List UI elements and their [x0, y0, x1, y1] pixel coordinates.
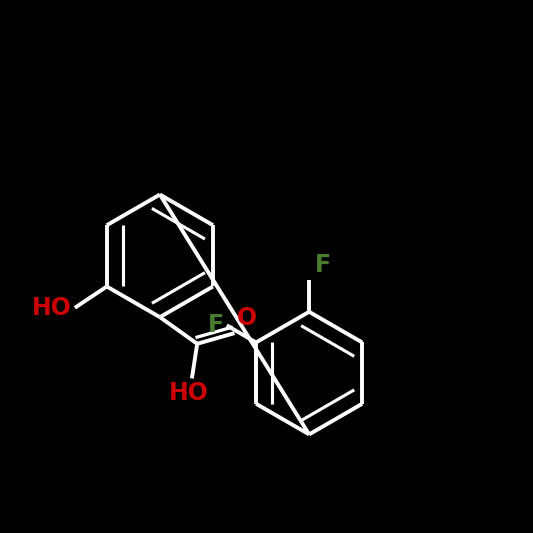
Text: F: F	[314, 253, 330, 277]
Text: F: F	[208, 313, 224, 337]
Text: HO: HO	[33, 296, 72, 320]
Text: O: O	[237, 306, 257, 330]
Text: HO: HO	[169, 381, 209, 405]
